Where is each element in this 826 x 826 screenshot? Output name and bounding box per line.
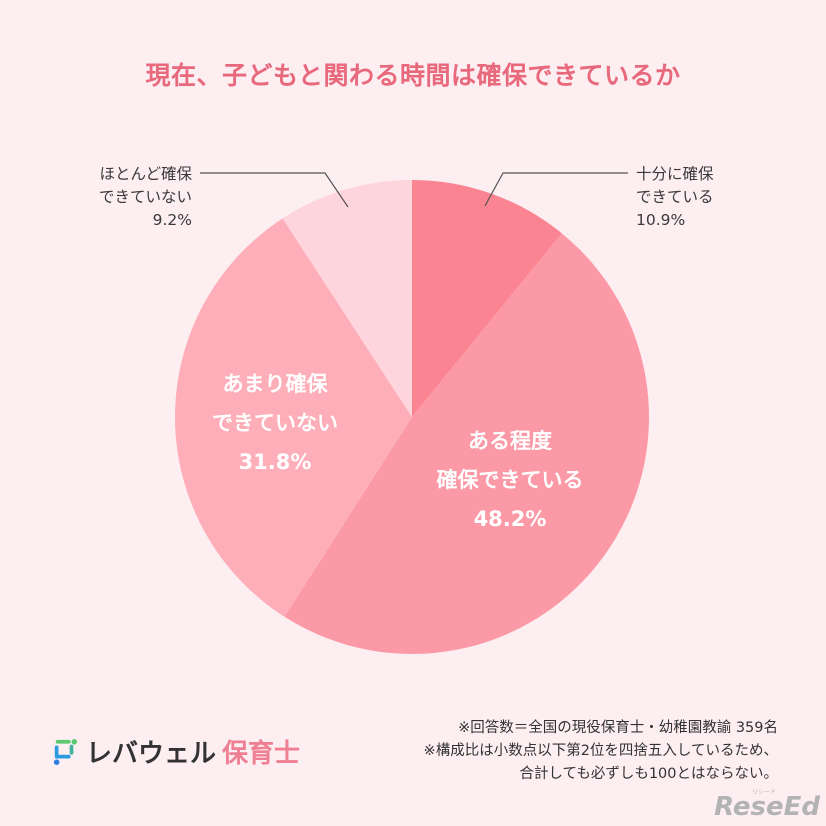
label-slice-somewhat: ある程度 確保できている 48.2%	[400, 422, 620, 539]
brand-logo: レバウェル 保育士	[52, 733, 300, 770]
watermark-ruby: リシード	[751, 789, 776, 796]
label-slice-barely: ほとんど確保 できていない 9.2%	[40, 163, 192, 232]
brand-subname: 保育士	[222, 739, 301, 769]
footnote-respondents: ※回答数＝全国の現役保育士・幼稚園教諭 359名	[458, 720, 778, 736]
brand-logo-icon	[53, 738, 78, 765]
leader-line-right	[484, 172, 628, 207]
brand-name: レバウェル	[86, 739, 217, 769]
pie-slices	[175, 180, 650, 655]
pie-slice	[282, 180, 412, 417]
label-slice-not-much: あまり確保 できていない 31.8%	[180, 365, 370, 482]
footnotes: ※回答数＝全国の現役保育士・幼稚園教諭 359名 ※構成比は小数点以下第2位を四…	[424, 717, 778, 786]
footnote-rounding: ※構成比は小数点以下第2位を四捨五入しているため、	[423, 743, 778, 759]
label-percent: 10.9%	[636, 211, 686, 229]
label-text: ある程度	[468, 429, 552, 453]
label-percent: 48.2%	[473, 507, 547, 531]
footnote-rounding-cont: 合計しても必ずしも100とはならない。	[519, 766, 778, 782]
label-text: 確保できている	[436, 468, 584, 492]
label-percent: 31.8%	[238, 450, 312, 474]
pie-slice	[175, 218, 412, 617]
leader-line-left	[200, 172, 349, 208]
pie-slice	[412, 180, 562, 417]
label-text: できていない	[212, 411, 338, 435]
pie-slice	[284, 233, 650, 655]
label-text: できていない	[98, 188, 192, 206]
chart-title: 現在、子どもと関わる時間は確保できているか	[145, 61, 681, 90]
label-slice-sufficient: 十分に確保 できている 10.9%	[636, 163, 806, 232]
label-text: ほとんど確保	[99, 165, 192, 183]
label-text: あまり確保	[222, 372, 328, 396]
label-text: 十分に確保	[636, 165, 714, 183]
label-text: できている	[636, 188, 714, 206]
watermark-logo: ReseEd	[714, 792, 820, 822]
label-percent: 9.2%	[152, 211, 192, 229]
